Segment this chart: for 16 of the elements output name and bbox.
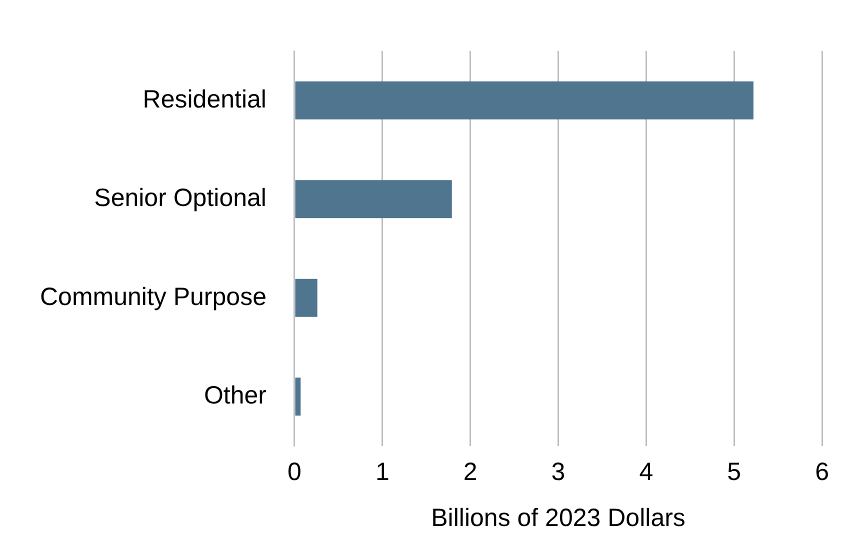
x-tick-label: 3 (551, 458, 566, 486)
y-tick-label: Other (204, 382, 266, 410)
bar (295, 81, 754, 120)
bar (295, 180, 452, 218)
x-tick-label: 5 (727, 458, 742, 486)
x-tick-label: 2 (463, 458, 478, 486)
bar (295, 378, 301, 416)
x-tick-label: 0 (288, 458, 302, 486)
y-tick-label: Community Purpose (40, 282, 266, 311)
x-tick-label: 4 (639, 458, 654, 486)
x-tick-label: 6 (815, 458, 829, 486)
x-tick-label: 1 (375, 458, 390, 486)
y-tick-label: Senior Optional (94, 184, 266, 212)
bar (295, 278, 318, 317)
x-axis-title: Billions of 2023 Dollars (431, 504, 686, 532)
y-tick-label: Residential (142, 85, 266, 114)
